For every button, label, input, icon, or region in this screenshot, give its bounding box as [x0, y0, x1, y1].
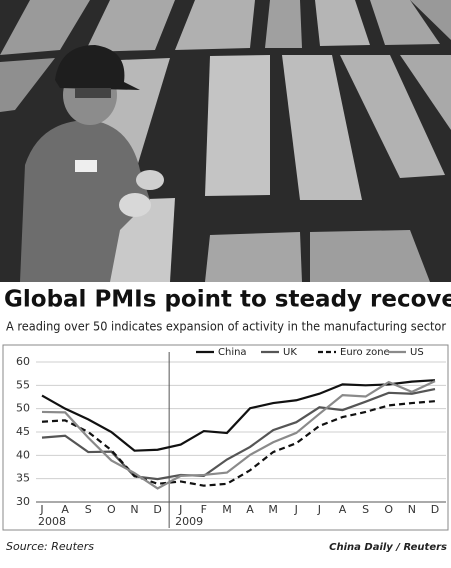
x-tick-label: J	[39, 503, 43, 516]
year-label: 2008	[38, 515, 66, 528]
series-line	[41, 400, 436, 487]
x-tick-label: S	[85, 503, 92, 516]
x-tick-label: J	[317, 503, 321, 516]
legend-label: UK	[283, 347, 297, 358]
x-tick-label: J	[178, 503, 182, 516]
chart-frame	[2, 344, 449, 531]
x-tick-label: M	[222, 503, 232, 516]
legend-label: China	[218, 347, 247, 358]
y-tick-label: 30	[16, 495, 30, 508]
y-tick-label: 40	[16, 448, 30, 461]
x-tick-label: A	[246, 503, 254, 516]
y-tick-label: 60	[16, 355, 30, 368]
x-tick-label: N	[408, 503, 416, 516]
series-line	[41, 380, 436, 490]
y-tick-label: 50	[16, 402, 30, 415]
photo	[0, 0, 451, 282]
y-tick-label: 55	[16, 378, 30, 391]
x-tick-label: A	[339, 503, 347, 516]
series-line	[41, 387, 436, 481]
x-tick-label: F	[201, 503, 207, 516]
chart-subtitle: A reading over 50 indicates expansion of…	[6, 320, 446, 334]
x-tick-label: O	[107, 503, 116, 516]
legend-label: US	[410, 347, 424, 358]
y-tick-label: 45	[16, 425, 30, 438]
x-tick-label: N	[130, 503, 138, 516]
credit: China Daily / Reuters	[329, 542, 447, 553]
source: Source: Reuters	[6, 540, 94, 553]
y-tick-label: 35	[16, 472, 30, 485]
x-tick-label: D	[153, 503, 161, 516]
x-tick-label: J	[294, 503, 298, 516]
legend-label: Euro zone	[340, 347, 390, 358]
series-line	[41, 379, 436, 452]
x-tick-label: M	[268, 503, 278, 516]
x-tick-label: D	[431, 503, 439, 516]
chart-title: Global PMIs point to steady recovery	[4, 287, 451, 313]
x-tick-label: A	[61, 503, 69, 516]
x-tick-label: S	[362, 503, 369, 516]
x-tick-label: O	[384, 503, 393, 516]
year-label: 2009	[175, 515, 203, 528]
